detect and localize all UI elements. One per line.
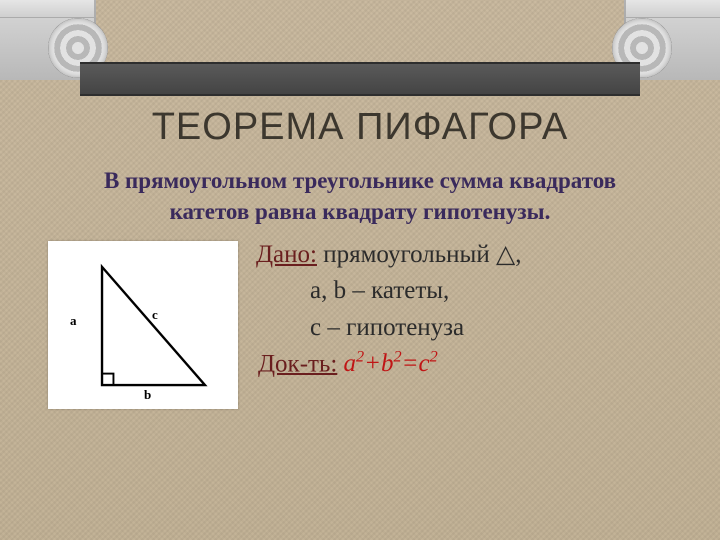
formula-eq: = xyxy=(402,350,419,377)
formula-b-sq: 2 xyxy=(394,348,402,366)
side-label-c: c xyxy=(152,307,158,323)
formula-a: a xyxy=(344,350,357,377)
triangle-svg xyxy=(62,251,224,399)
formula-a-sq: 2 xyxy=(356,348,364,366)
given-text-1: прямоугольный △, xyxy=(317,241,521,268)
given-line-3: c – гипотенуза xyxy=(256,310,521,346)
lower-row: a b c Дано: прямоугольный △, a, b – кате… xyxy=(40,241,680,409)
right-triangle-shape xyxy=(102,267,205,385)
given-prove-block: Дано: прямоугольный △, a, b – катеты, c … xyxy=(256,237,521,382)
given-line-1: Дано: прямоугольный △, xyxy=(256,237,521,273)
slide-title: ТЕОРЕМА ПИФАГОРА xyxy=(40,106,680,149)
triangle-figure: a b c xyxy=(48,241,238,409)
prove-line: Док-ть: a2+b2=c2 xyxy=(256,346,521,383)
formula-b: b xyxy=(381,350,394,377)
keyword-dano: Дано: xyxy=(256,241,317,268)
given-line-2: a, b – катеты, xyxy=(256,273,521,309)
slide-content: ТЕОРЕМА ПИФАГОРА В прямоугольном треугол… xyxy=(40,100,680,520)
side-label-b: b xyxy=(144,387,151,403)
formula: a2+b2=c2 xyxy=(344,350,438,377)
slide: ТЕОРЕМА ПИФАГОРА В прямоугольном треугол… xyxy=(0,0,720,540)
theorem-statement: В прямоугольном треугольнике сумма квадр… xyxy=(40,165,680,241)
side-label-a: a xyxy=(70,313,77,329)
formula-c: c xyxy=(419,350,430,377)
keyword-dokt: Док-ть: xyxy=(258,350,337,377)
formula-c-sq: 2 xyxy=(430,348,438,366)
ornament-architrave xyxy=(80,62,640,96)
right-angle-marker xyxy=(102,374,113,385)
formula-plus: + xyxy=(364,350,381,377)
